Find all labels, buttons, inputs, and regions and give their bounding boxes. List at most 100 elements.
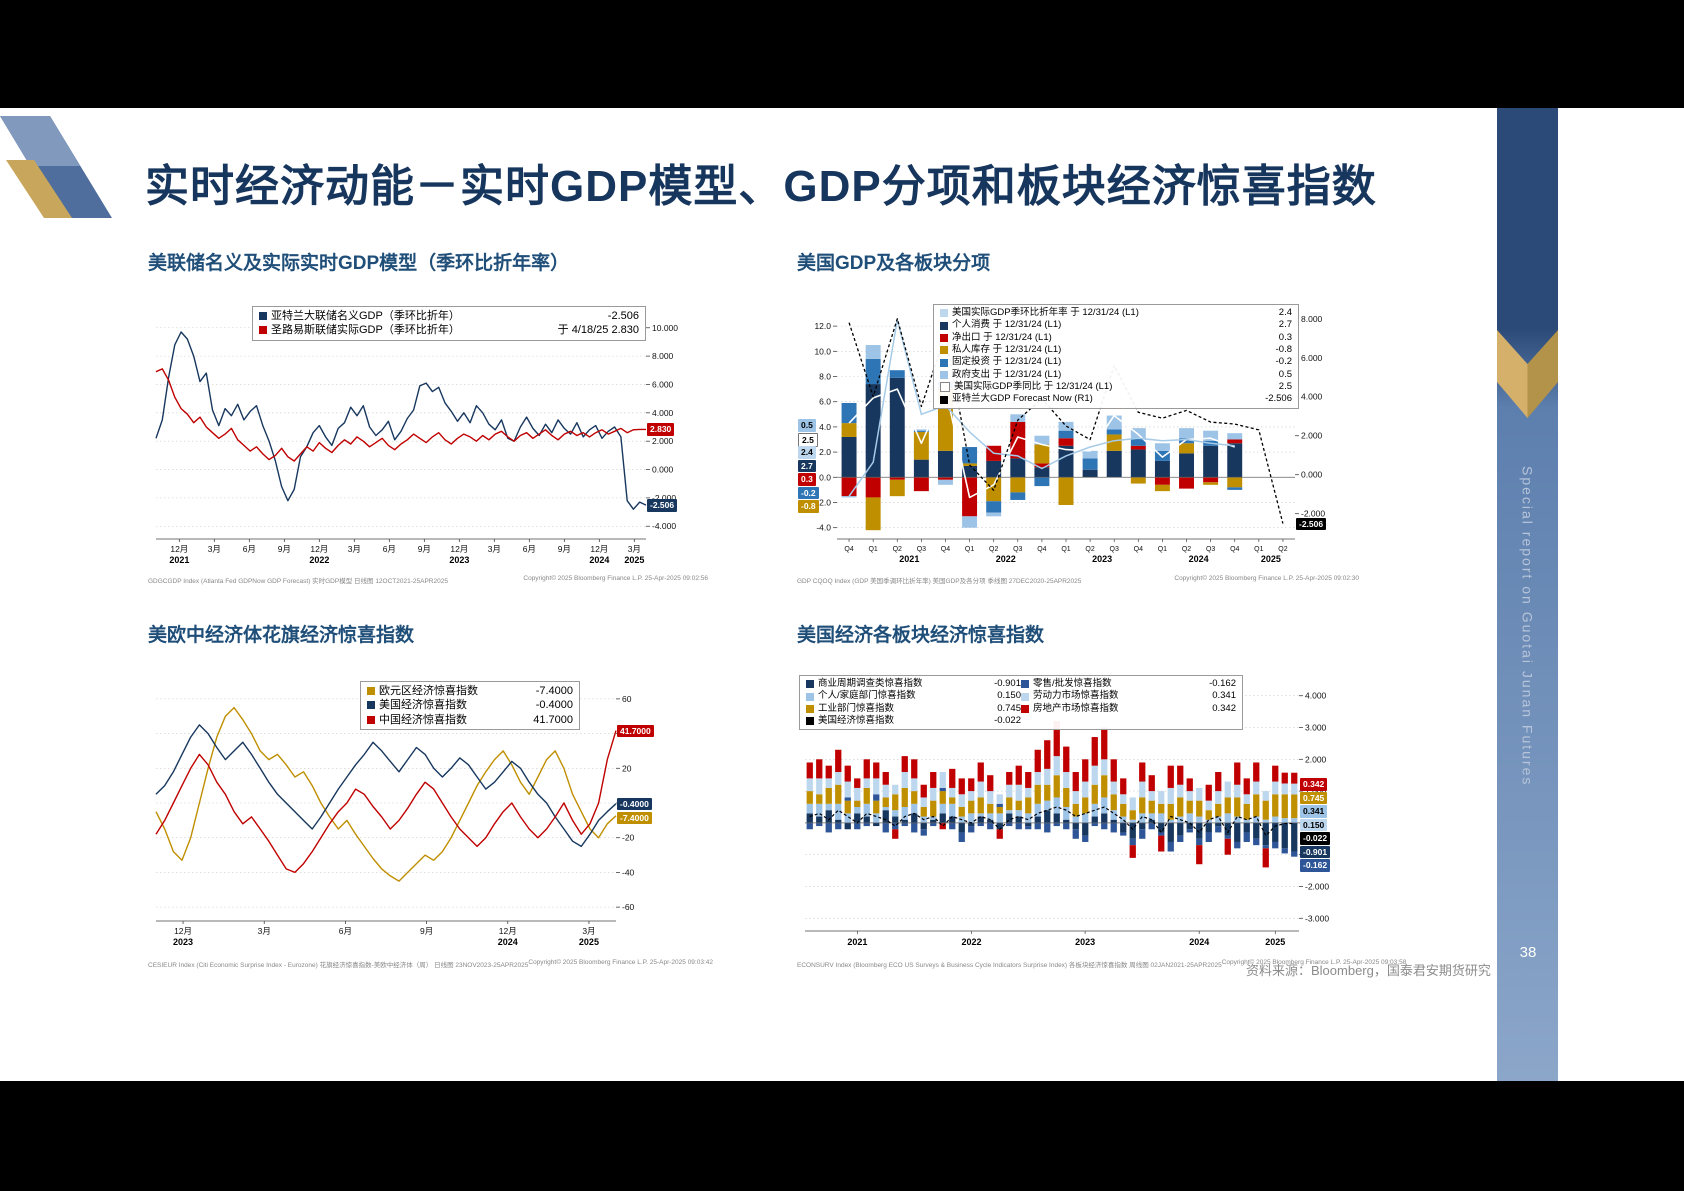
footnote-right: Copyright© 2025 Bloomberg Finance L.P. 2…: [528, 959, 713, 966]
footnote-left: GDGCGDP Index (Atlanta Fed GDPNow GDP Fo…: [148, 578, 448, 585]
legend-swatch-icon: [806, 717, 814, 726]
legend-swatch-icon: [259, 326, 267, 335]
series-line: [848, 319, 1235, 497]
legend-value: -2.506: [607, 310, 639, 322]
panel-title-sector-surprise: 美国经济各板块经济惊喜指数: [797, 625, 1045, 646]
legend-label: 工业部门惊喜指数: [818, 702, 895, 714]
panel-title-citi-surprise: 美欧中经济体花旗经济惊喜指数: [148, 625, 415, 646]
svg-text:-2.0: -2.0: [816, 497, 831, 507]
legend-label: 亚特兰大GDP Forecast Now (R1): [952, 393, 1093, 405]
svg-text:2024: 2024: [1189, 554, 1209, 564]
legend-value: 41.7000: [533, 713, 573, 726]
svg-text:12月: 12月: [590, 544, 608, 554]
svg-text:-3.000: -3.000: [1305, 913, 1329, 923]
svg-text:9月: 9月: [418, 544, 431, 554]
legend-swatch-icon: [1021, 692, 1029, 701]
svg-text:Q2: Q2: [893, 546, 902, 553]
svg-text:2023: 2023: [449, 555, 469, 565]
svg-text:Q3: Q3: [1206, 546, 1215, 553]
svg-text:10.000: 10.000: [652, 323, 678, 333]
svg-text:Q4: Q4: [844, 546, 853, 553]
chart-footnote: ECONSURV Index (Bloomberg ECO US Surveys…: [797, 959, 1406, 969]
stacked-bars: [806, 721, 1298, 868]
svg-text:2025: 2025: [579, 937, 599, 947]
legend-label: 个人消费 于 12/31/24 (L1): [952, 319, 1062, 331]
chart-fed-gdp-model: 10.000 8.000 6.000 4.000 2.000 0.000 -2.000 -4.…: [148, 301, 708, 573]
chart-sector-surprise: 4.0003.0002.0001.0000.000-1.000-2.000-3.…: [797, 673, 1359, 957]
svg-text:8.000: 8.000: [1301, 314, 1323, 324]
svg-text:2024: 2024: [1189, 937, 1209, 947]
legend-value: 0.3: [1278, 331, 1292, 343]
value-badge: -0.8: [798, 500, 819, 513]
value-badge: 0.342: [1300, 778, 1328, 791]
svg-text:3月: 3月: [488, 544, 501, 554]
svg-text:12.0: 12.0: [814, 321, 831, 331]
legend-swatch-icon: [940, 370, 948, 379]
legend-label: 个人/家庭部门惊喜指数: [818, 690, 916, 702]
legend-item: 净出口 于 12/31/24 (L1) 0.3: [940, 332, 1292, 344]
legend-item: 个人/家庭部门惊喜指数 0.150: [806, 690, 1021, 702]
svg-text:0.0: 0.0: [819, 472, 831, 482]
legend-value: -0.162: [1209, 678, 1236, 689]
svg-text:2025: 2025: [1265, 937, 1285, 947]
svg-text:12月: 12月: [170, 544, 188, 554]
svg-text:2023: 2023: [1092, 554, 1112, 564]
footnote-left: GDP CQOQ Index (GDP 美国季调环比折年率) 美国GDP及各分项…: [797, 578, 1082, 585]
gtja-logo: [0, 114, 118, 232]
legend-value: 0.5: [1278, 368, 1292, 380]
value-badge: 2.830: [647, 423, 675, 436]
svg-text:2.000: 2.000: [1301, 431, 1323, 441]
legend-item: 零售/批发惊喜指数 -0.162: [1021, 678, 1236, 690]
svg-text:Q1: Q1: [1254, 546, 1263, 553]
value-badge: -0.162: [1300, 859, 1331, 872]
series-line: [155, 724, 617, 848]
svg-text:1.000: 1.000: [1305, 786, 1327, 796]
legend-value: -0.022: [994, 715, 1021, 727]
svg-text:6.000: 6.000: [652, 379, 674, 389]
series-line: [155, 331, 647, 510]
legend-item: 圣路易斯联储实际GDP（季环比折年） 于 4/18/25 2.830: [259, 323, 639, 337]
svg-text:-4.0: -4.0: [816, 523, 831, 533]
footnote-right: Copyright© 2025 Bloomberg Finance L.P. 2…: [1174, 575, 1359, 582]
legend-label: 欧元区经济惊喜指数: [379, 685, 478, 697]
svg-text:2022: 2022: [309, 555, 329, 565]
value-badge: 2.4: [798, 446, 816, 459]
svg-text:2021: 2021: [847, 937, 867, 947]
legend-swatch-icon: [940, 358, 948, 367]
svg-text:Q1: Q1: [1158, 546, 1167, 553]
chart-canvas: 4.0003.0002.0001.0000.000-1.000-2.000-3.…: [805, 691, 1329, 947]
svg-text:2024: 2024: [498, 937, 518, 947]
chart-citi-surprise: 6040200-20-40-6012月20233月6月9月12月20243月20…: [148, 673, 676, 957]
series-line: [848, 388, 1235, 499]
legend-item: 商业周期调查类惊喜指数 -0.901: [806, 678, 1021, 690]
legend-swatch-icon: [940, 346, 948, 355]
svg-text:2025: 2025: [1261, 554, 1281, 564]
series-line: [155, 706, 617, 882]
svg-text:2.000: 2.000: [652, 436, 674, 446]
legend-item: 个人消费 于 12/31/24 (L1) 2.7: [940, 319, 1292, 331]
svg-text:9月: 9月: [558, 544, 571, 554]
legend-swatch-icon: [367, 715, 375, 724]
svg-text:3月: 3月: [628, 544, 641, 554]
svg-text:2.0: 2.0: [819, 447, 831, 457]
legend-item: 亚特兰大GDP Forecast Now (R1) -2.506: [940, 393, 1292, 405]
svg-text:6月: 6月: [243, 544, 256, 554]
panel-citi-surprise: 美欧中经济体花旗经济惊喜指数 6040200-20-40-6012月20233月…: [148, 620, 713, 969]
footnote-left: ECONSURV Index (Bloomberg ECO US Surveys…: [797, 962, 1222, 969]
chart-legend: 亚特兰大联储名义GDP（季环比折年） -2.506 圣路易斯联储实际GDP（季环比折…: [252, 306, 646, 341]
chart-canvas: 10.000 8.000 6.000 4.000 2.000 0.000 -2.000 -4.…: [155, 323, 678, 565]
svg-text:-20: -20: [622, 833, 635, 843]
svg-text:Q4: Q4: [1134, 546, 1143, 553]
svg-text:-60: -60: [622, 902, 635, 912]
legend-label: 亚特兰大联储名义GDP（季环比折年）: [271, 310, 460, 322]
value-badge: 0.150: [1300, 818, 1328, 832]
panel-fed-gdp-model: 美联储名义及实际实时GDP模型（季环比折年率） 10.000 8.000 6.000…: [148, 248, 708, 585]
legend-value: 0.341: [1212, 690, 1236, 702]
legend-value: -0.901: [994, 678, 1021, 689]
chart-footnote: CESIEUR Index (Citi Economic Surprise In…: [148, 959, 713, 969]
svg-text:3月: 3月: [208, 544, 221, 554]
chart-legend: 美国实际GDP季环比折年率 于 12/31/24 (L1) 2.4 个人消费 于 1…: [933, 304, 1299, 409]
svg-text:20: 20: [622, 763, 632, 773]
legend-item: 私人库存 于 12/31/24 (L1) -0.8: [940, 344, 1292, 356]
svg-text:2022: 2022: [996, 554, 1016, 564]
